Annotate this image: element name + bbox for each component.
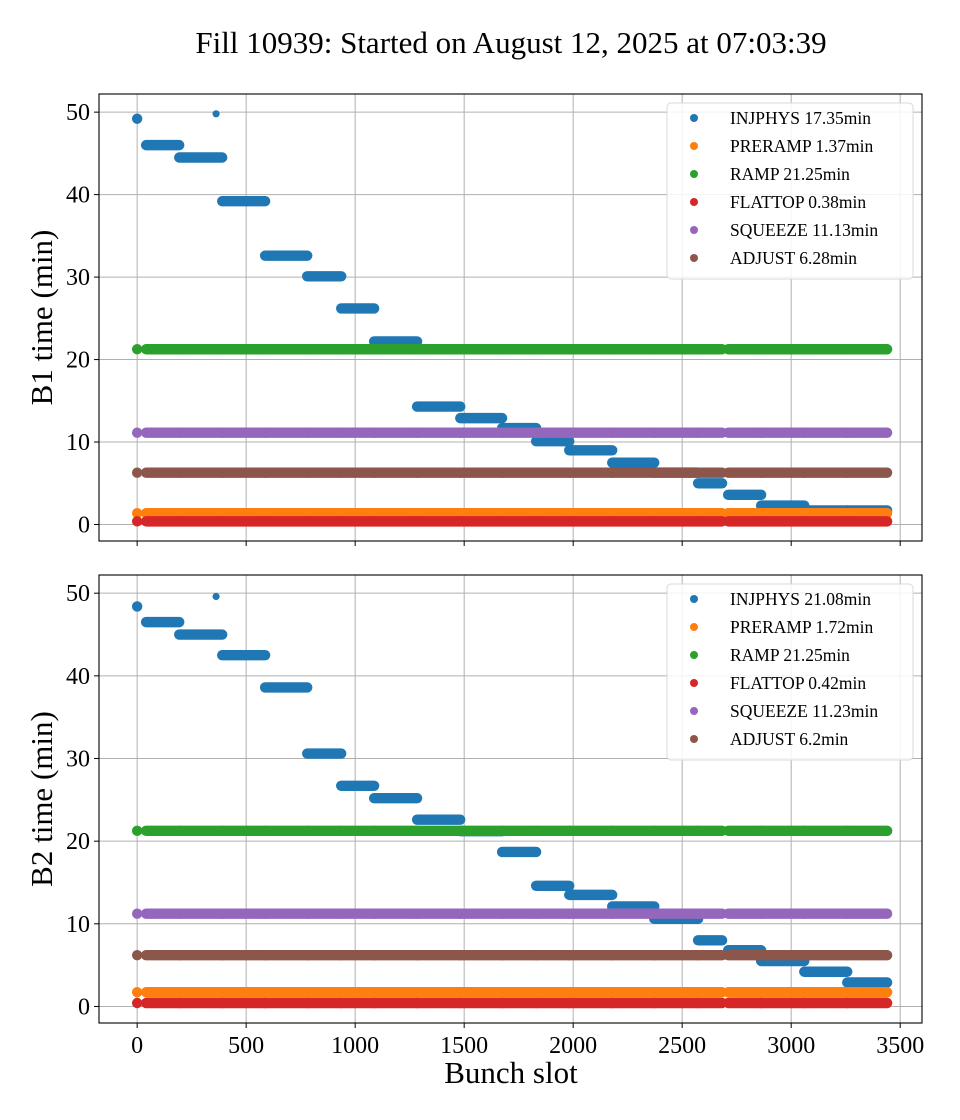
series-flattop-b2: [131, 997, 893, 1009]
data-point: [131, 908, 143, 919]
data-point: [131, 601, 143, 612]
y-tick-label: 30: [66, 265, 90, 291]
legend-label: PRERAMP 1.72min: [730, 617, 874, 637]
series-preramp-b1: [131, 508, 893, 519]
data-point: [212, 592, 220, 601]
data-point: [131, 825, 143, 837]
y-tick-label: 10: [66, 912, 90, 938]
legend-b2: INJPHYS 21.08min PRERAMP 1.72min RAMP 21.2…: [666, 583, 914, 761]
x-tick-label: 1000: [331, 1033, 379, 1059]
legend-item-adjust: ADJUST 6.2min: [690, 729, 849, 749]
legend-marker: [690, 170, 698, 178]
series-squeeze-b1: [131, 427, 893, 438]
legend-marker: [690, 595, 698, 603]
chart-title: Fill 10939: Started on August 12, 2025 a…: [195, 25, 826, 60]
legend-marker: [690, 142, 698, 150]
y-axis-label-b1: B1 time (min): [24, 230, 59, 406]
panel-b2: 0 10 20 30 40 50 0 500 1000 1500 2000 2500 3000 3500…: [24, 574, 924, 1059]
legend-item-preramp: PRERAMP 1.72min: [690, 617, 874, 637]
legend-marker: [690, 679, 698, 687]
y-tick-label: 0: [78, 994, 90, 1020]
legend-item-injphys: INJPHYS 21.08min: [690, 589, 871, 609]
series-ramp-b1: [131, 344, 893, 355]
legend-marker: [690, 198, 698, 206]
panel-b1: 0 10 20 30 40 50 B1 time (min) INJPHYS 17.35m…: [24, 93, 923, 546]
y-tick-label: 0: [78, 513, 90, 539]
series-ramp-b2: [131, 825, 893, 837]
legend-box: [666, 583, 914, 761]
x-tick-label: 3000: [767, 1033, 815, 1059]
marks-b2: [131, 592, 893, 1009]
x-tick-label: 0: [131, 1033, 143, 1059]
x-tick-label: 500: [228, 1033, 264, 1059]
legend-marker: [690, 114, 698, 122]
series-squeeze-b2: [131, 908, 893, 919]
data-point: [131, 987, 143, 998]
y-tick-label: 10: [66, 430, 90, 456]
data-point: [131, 516, 143, 527]
x-axis-label: Bunch slot: [444, 1055, 578, 1090]
y-axis-label-b2: B2 time (min): [24, 711, 59, 887]
x-tick-label: 3500: [876, 1033, 924, 1059]
y-tick-label: 50: [66, 100, 90, 126]
series-flattop-b1: [131, 516, 893, 527]
legend-item-squeeze: SQUEEZE 11.23min: [690, 701, 878, 721]
legend-label: INJPHYS 21.08min: [730, 589, 871, 609]
axes-frame-b2: [98, 574, 923, 1024]
legend-label: FLATTOP 0.42min: [730, 673, 866, 693]
legend-item-ramp: RAMP 21.25min: [690, 164, 850, 184]
legend-b1: INJPHYS 17.35min PRERAMP 1.37min RAMP 21.2…: [666, 102, 914, 280]
x-ticks-b1: [136, 541, 901, 546]
data-point: [131, 113, 143, 124]
legend-label: FLATTOP 0.38min: [730, 192, 866, 212]
x-tick-label: 1500: [440, 1033, 488, 1059]
legend-marker: [690, 735, 698, 743]
legend-item-flattop: FLATTOP 0.38min: [690, 192, 866, 212]
y-ticks-b1: 0 10 20 30 40 50: [66, 100, 99, 539]
y-tick-label: 20: [66, 829, 90, 855]
legend-item-injphys: INJPHYS 17.35min: [690, 108, 871, 128]
data-point: [131, 427, 143, 438]
legend-label: ADJUST 6.28min: [730, 248, 857, 268]
data-point: [131, 997, 143, 1009]
legend-item-preramp: PRERAMP 1.37min: [690, 136, 874, 156]
legend-label: SQUEEZE 11.23min: [730, 701, 878, 721]
legend-marker: [690, 226, 698, 234]
series-adjust-b2: [131, 950, 893, 961]
y-tick-label: 40: [66, 664, 90, 690]
x-tick-label: 2000: [549, 1033, 597, 1059]
legend-label: RAMP 21.25min: [730, 645, 850, 665]
legend-label: SQUEEZE 11.13min: [730, 220, 878, 240]
y-tick-label: 50: [66, 581, 90, 607]
legend-marker: [690, 651, 698, 659]
axes-frame-b1: [98, 93, 923, 542]
legend-label: INJPHYS 17.35min: [730, 108, 871, 128]
legend-item-flattop: FLATTOP 0.42min: [690, 673, 866, 693]
legend-marker: [690, 707, 698, 715]
legend-box: [666, 102, 914, 280]
data-point: [131, 950, 143, 961]
data-point: [212, 110, 220, 118]
legend-item-squeeze: SQUEEZE 11.13min: [690, 220, 878, 240]
legend-label: PRERAMP 1.37min: [730, 136, 874, 156]
series-preramp-b2: [131, 987, 893, 998]
y-tick-label: 20: [66, 348, 90, 374]
y-tick-label: 30: [66, 746, 90, 772]
y-tick-label: 40: [66, 183, 90, 209]
legend-label: ADJUST 6.2min: [730, 729, 849, 749]
x-ticks-b2: 0 500 1000 1500 2000 2500 3000 3500: [131, 1023, 924, 1059]
y-ticks-b2: 0 10 20 30 40 50: [66, 581, 99, 1020]
data-point: [131, 467, 143, 478]
data-point: [131, 344, 143, 355]
marks-b1: [131, 110, 893, 527]
legend-label: RAMP 21.25min: [730, 164, 850, 184]
series-adjust-b1: [131, 467, 893, 478]
legend-item-ramp: RAMP 21.25min: [690, 645, 850, 665]
legend-marker: [690, 254, 698, 262]
x-tick-label: 2500: [658, 1033, 706, 1059]
legend-marker: [690, 623, 698, 631]
legend-item-adjust: ADJUST 6.28min: [690, 248, 857, 268]
data-point: [131, 508, 143, 519]
